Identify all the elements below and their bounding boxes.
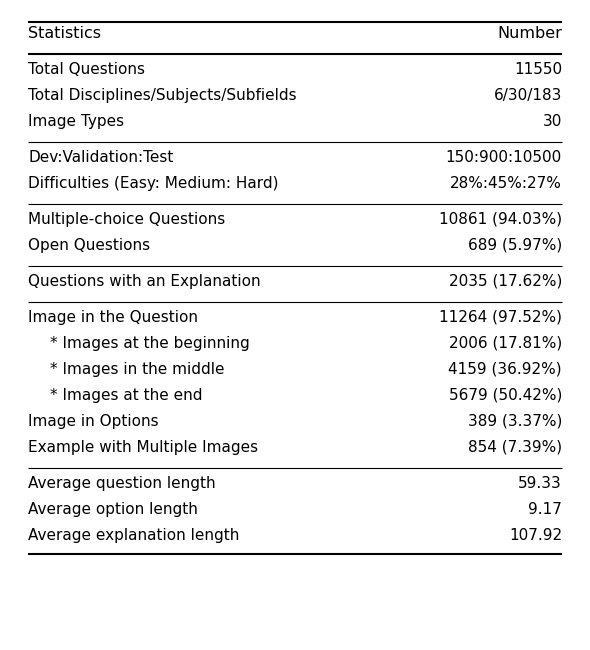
Text: 5679 (50.42%): 5679 (50.42%) [448,388,562,403]
Text: 150:900:10500: 150:900:10500 [446,150,562,165]
Text: 2035 (17.62%): 2035 (17.62%) [448,274,562,289]
Text: 107.92: 107.92 [509,528,562,543]
Text: Image in Options: Image in Options [28,414,159,429]
Text: 6/30/183: 6/30/183 [494,88,562,103]
Text: 4159 (36.92%): 4159 (36.92%) [448,362,562,377]
Text: Average explanation length: Average explanation length [28,528,240,543]
Text: * Images in the middle: * Images in the middle [50,362,225,377]
Text: 689 (5.97%): 689 (5.97%) [468,238,562,253]
Text: 10861 (94.03%): 10861 (94.03%) [439,212,562,227]
Text: Statistics: Statistics [28,26,101,41]
Text: * Images at the beginning: * Images at the beginning [50,336,250,351]
Text: * Images at the end: * Images at the end [50,388,202,403]
Text: Example with Multiple Images: Example with Multiple Images [28,440,258,455]
Text: 854 (7.39%): 854 (7.39%) [468,440,562,455]
Text: Total Questions: Total Questions [28,62,145,77]
Text: 389 (3.37%): 389 (3.37%) [468,414,562,429]
Text: Image Types: Image Types [28,114,124,129]
Text: Average question length: Average question length [28,476,215,491]
Text: Multiple-choice Questions: Multiple-choice Questions [28,212,225,227]
Text: Total Disciplines/Subjects/Subfields: Total Disciplines/Subjects/Subfields [28,88,297,103]
Text: 59.33: 59.33 [518,476,562,491]
Text: Difficulties (Easy: Medium: Hard): Difficulties (Easy: Medium: Hard) [28,176,278,191]
Text: 28%:45%:27%: 28%:45%:27% [450,176,562,191]
Text: Image in the Question: Image in the Question [28,310,198,325]
Text: 30: 30 [543,114,562,129]
Text: 11264 (97.52%): 11264 (97.52%) [439,310,562,325]
Text: Open Questions: Open Questions [28,238,150,253]
Text: Questions with an Explanation: Questions with an Explanation [28,274,261,289]
Text: 11550: 11550 [514,62,562,77]
Text: Number: Number [497,26,562,41]
Text: Dev:Validation:Test: Dev:Validation:Test [28,150,173,165]
Text: Average option length: Average option length [28,502,198,517]
Text: 2006 (17.81%): 2006 (17.81%) [449,336,562,351]
Text: 9.17: 9.17 [528,502,562,517]
